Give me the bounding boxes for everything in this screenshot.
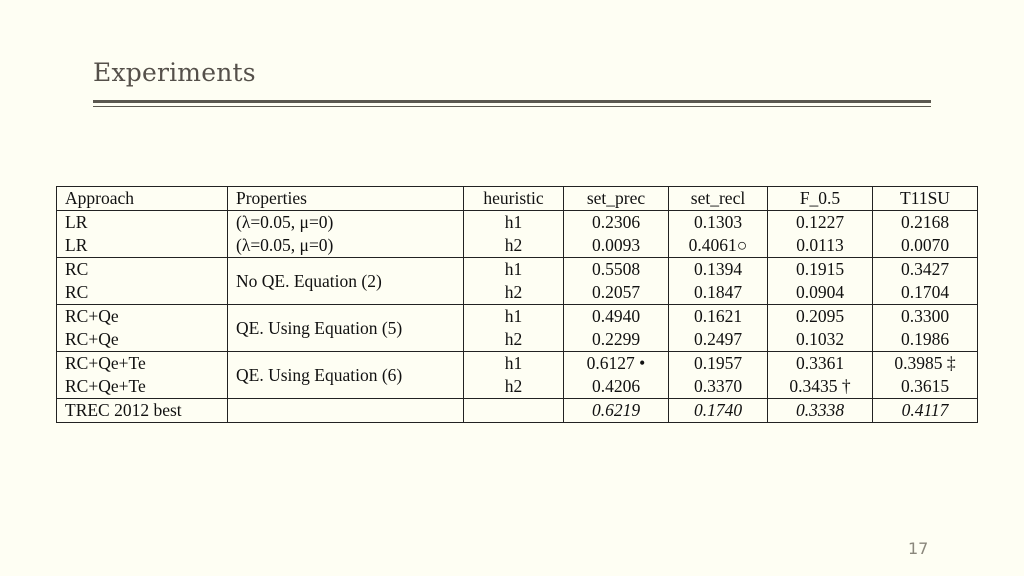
cell-t11su: 0.3427: [872, 257, 978, 281]
cell-set-recl-best: 0.4061○: [668, 234, 768, 258]
table-row: TREC 2012 best 0.6219 0.1740 0.3338 0.41…: [56, 398, 978, 423]
cell-f05-best: 0.3435 †: [767, 375, 873, 399]
cell-set-recl: 0.3370: [668, 375, 768, 399]
cell-heuristic: h2: [463, 375, 564, 399]
group-rc-qe-te: RC+Qe+Te QE. Using Equation (6) h1 0.612…: [56, 351, 978, 399]
cell-properties: (λ=0.05, μ=0): [227, 210, 464, 234]
cell-t11su: 0.1704: [872, 281, 978, 305]
cell-properties: QE. Using Equation (6): [227, 351, 464, 399]
cell-f05: 0.1915: [767, 257, 873, 281]
cell-t11su-best: 0.3985 ‡: [872, 351, 978, 375]
cell-f05: 0.0904: [767, 281, 873, 305]
cell-heuristic: h2: [463, 281, 564, 305]
cell-set-prec: 0.4206: [563, 375, 669, 399]
results-table: Approach Properties heuristic set_prec s…: [56, 186, 978, 423]
header-approach: Approach: [56, 186, 228, 211]
header-f05: F_0.5: [767, 186, 873, 211]
cell-heuristic: h2: [463, 328, 564, 352]
cell-set-prec: 0.2299: [563, 328, 669, 352]
cell-heuristic: [463, 398, 564, 423]
cell-approach: RC: [56, 257, 228, 281]
cell-set-prec: 0.2306: [563, 210, 669, 234]
cell-set-prec: 0.0093: [563, 234, 669, 258]
header-set-prec: set_prec: [563, 186, 669, 211]
cell-f05: 0.1032: [767, 328, 873, 352]
cell-set-recl: 0.1394: [668, 257, 768, 281]
cell-t11su: 0.1986: [872, 328, 978, 352]
cell-approach: RC+Qe+Te: [56, 375, 228, 399]
cell-approach: RC: [56, 281, 228, 305]
table-row: LR (λ=0.05, μ=0) h2 0.0093 0.4061○ 0.011…: [56, 234, 978, 258]
cell-f05: 0.0113: [767, 234, 873, 258]
cell-set-prec: 0.2057: [563, 281, 669, 305]
group-lr: LR (λ=0.05, μ=0) h1 0.2306 0.1303 0.1227…: [56, 210, 978, 258]
cell-t11su: 0.0070: [872, 234, 978, 258]
cell-set-recl: 0.1847: [668, 281, 768, 305]
header-set-recl: set_recl: [668, 186, 768, 211]
cell-approach: RC+Qe+Te: [56, 351, 228, 375]
cell-t11su: 0.2168: [872, 210, 978, 234]
cell-heuristic: h1: [463, 210, 564, 234]
title-underline-thin: [93, 106, 931, 107]
cell-set-recl: 0.1957: [668, 351, 768, 375]
group-rc: RC No QE. Equation (2) h1 0.5508 0.1394 …: [56, 257, 978, 305]
group-rc-qe: RC+Qe QE. Using Equation (5) h1 0.4940 0…: [56, 304, 978, 352]
cell-heuristic: h1: [463, 304, 564, 328]
cell-set-recl: 0.1621: [668, 304, 768, 328]
cell-set-prec: 0.4940: [563, 304, 669, 328]
table-header-row: Approach Properties heuristic set_prec s…: [56, 186, 978, 211]
cell-set-recl: 0.1740: [668, 398, 768, 423]
cell-approach: RC+Qe: [56, 328, 228, 352]
cell-approach: LR: [56, 234, 228, 258]
cell-f05: 0.2095: [767, 304, 873, 328]
cell-t11su: 0.3615: [872, 375, 978, 399]
table-row: RC+Qe QE. Using Equation (5) h1 0.4940 0…: [56, 304, 978, 352]
cell-t11su: 0.4117: [872, 398, 978, 423]
title-underline-thick: [93, 100, 931, 103]
cell-properties: (λ=0.05, μ=0): [227, 234, 464, 258]
header-t11su: T11SU: [872, 186, 978, 211]
page-number: 17: [908, 539, 929, 558]
table-row: RC+Qe h2 0.2299 0.2497 0.1032 0.1986: [56, 328, 978, 352]
cell-f05: 0.3361: [767, 351, 873, 375]
cell-set-prec: 0.6219: [563, 398, 669, 423]
table-row: RC No QE. Equation (2) h1 0.5508 0.1394 …: [56, 257, 978, 305]
cell-properties: [227, 398, 464, 423]
group-trec-best: TREC 2012 best 0.6219 0.1740 0.3338 0.41…: [56, 398, 978, 423]
cell-approach: LR: [56, 210, 228, 234]
cell-set-prec: 0.5508: [563, 257, 669, 281]
cell-set-recl: 0.2497: [668, 328, 768, 352]
table-row: RC+Qe+Te h2 0.4206 0.3370 0.3435 † 0.361…: [56, 375, 978, 399]
cell-set-prec-best: 0.6127 •: [563, 351, 669, 375]
cell-set-recl: 0.1303: [668, 210, 768, 234]
cell-properties: No QE. Equation (2): [227, 257, 464, 305]
cell-f05: 0.1227: [767, 210, 873, 234]
cell-heuristic: h2: [463, 234, 564, 258]
table-row: LR (λ=0.05, μ=0) h1 0.2306 0.1303 0.1227…: [56, 210, 978, 234]
cell-t11su: 0.3300: [872, 304, 978, 328]
table-row: RC+Qe+Te QE. Using Equation (6) h1 0.612…: [56, 351, 978, 399]
cell-f05: 0.3338: [767, 398, 873, 423]
cell-approach: TREC 2012 best: [56, 398, 228, 423]
cell-approach: RC+Qe: [56, 304, 228, 328]
header-properties: Properties: [227, 186, 464, 211]
cell-heuristic: h1: [463, 257, 564, 281]
table-row: RC h2 0.2057 0.1847 0.0904 0.1704: [56, 281, 978, 305]
cell-properties: QE. Using Equation (5): [227, 304, 464, 352]
header-heuristic: heuristic: [463, 186, 564, 211]
slide-title: Experiments: [93, 58, 256, 87]
cell-heuristic: h1: [463, 351, 564, 375]
